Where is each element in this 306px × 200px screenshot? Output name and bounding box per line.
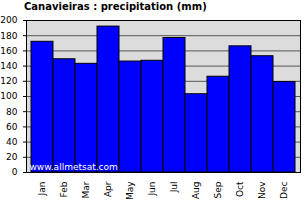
- svg-text:200: 200: [0, 15, 17, 25]
- svg-text:Mar: Mar: [81, 181, 91, 198]
- svg-text:Jul: Jul: [169, 182, 179, 194]
- svg-text:160: 160: [0, 46, 17, 56]
- svg-text:80: 80: [6, 107, 18, 117]
- svg-text:Dec: Dec: [279, 181, 289, 198]
- html-text:Canavieiras : precipitation (m: Canavieiras : precipitation (mm): [24, 1, 207, 12]
- svg-text:May: May: [125, 181, 135, 200]
- svg-text:Jun: Jun: [147, 182, 157, 197]
- svg-text:Nov: Nov: [257, 181, 267, 199]
- svg-text:Jan: Jan: [37, 182, 47, 197]
- svg-text:40: 40: [6, 137, 18, 147]
- svg-text:180: 180: [0, 31, 17, 41]
- svg-text:www.allmetsat.com: www.allmetsat.com: [30, 162, 118, 172]
- svg-text:Feb: Feb: [59, 181, 69, 197]
- svg-text:Oct: Oct: [235, 181, 245, 197]
- svg-text:120: 120: [0, 76, 17, 86]
- svg-text:Sep: Sep: [213, 181, 223, 198]
- svg-text:Apr: Apr: [103, 181, 113, 197]
- svg-text:20: 20: [6, 152, 18, 162]
- svg-text:Aug: Aug: [191, 182, 201, 200]
- svg-text:100: 100: [0, 91, 17, 101]
- svg-text:60: 60: [6, 122, 18, 132]
- svg-text:0: 0: [12, 167, 18, 177]
- svg-text:140: 140: [0, 61, 17, 71]
